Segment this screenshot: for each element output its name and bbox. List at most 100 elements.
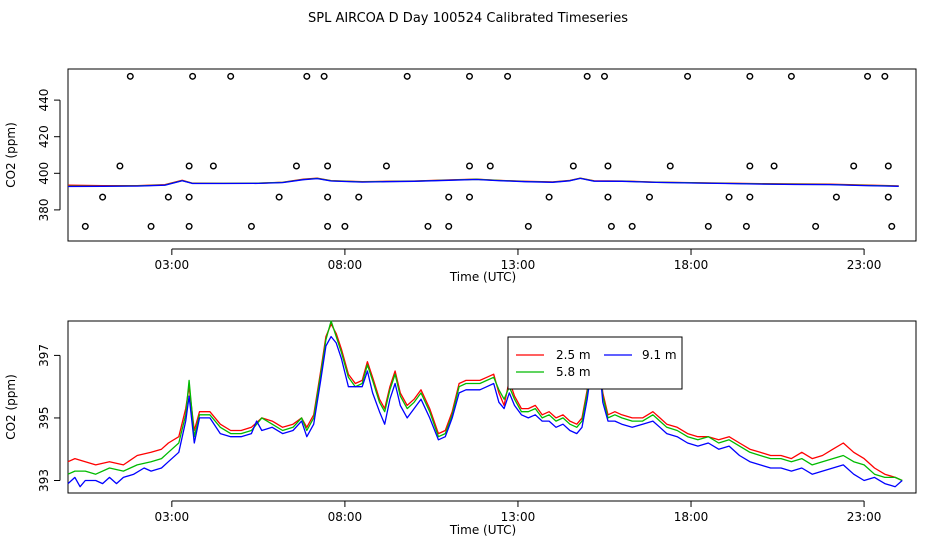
top-level-point — [742, 222, 750, 230]
legend-label-5-8m: 5.8 m — [556, 365, 591, 379]
top-level-point — [725, 193, 733, 201]
top-level-point — [324, 193, 332, 201]
top-level-point — [320, 72, 328, 80]
top-y-tick-label: 400 — [37, 162, 51, 185]
top-level-point — [600, 72, 608, 80]
top-level-point — [486, 162, 494, 170]
top-level-point — [884, 162, 892, 170]
top-level-point — [628, 222, 636, 230]
top-level-point — [99, 193, 107, 201]
top-level-point — [81, 222, 89, 230]
legend-label-2-5m: 2.5 m — [556, 348, 591, 362]
top-y-tick-label: 380 — [37, 198, 51, 221]
top-level-point — [355, 193, 363, 201]
top-level-point — [189, 72, 197, 80]
top-panel: 03:00 08:00 13:00 18:00 23:00 380 400 420 440 Ti… — [4, 68, 917, 284]
top-level-point — [324, 162, 332, 170]
top-level-point — [704, 222, 712, 230]
top-level-point — [303, 72, 311, 80]
top-level-point — [545, 193, 553, 201]
top-level-point — [746, 193, 754, 201]
top-level-point — [116, 162, 124, 170]
bottom-axes: 03:00 08:00 13:00 18:00 23:00 393 395 397 — [37, 344, 881, 524]
top-level-point — [147, 222, 155, 230]
top-level-point — [445, 222, 453, 230]
top-level-point — [569, 162, 577, 170]
top-level-point — [884, 193, 892, 201]
top-level-point — [185, 162, 193, 170]
top-axes: 03:00 08:00 13:00 18:00 23:00 380 400 420 440 — [37, 89, 881, 272]
top-level-point — [126, 72, 134, 80]
top-level-point — [403, 72, 411, 80]
bottom-x-tick-label: 08:00 — [328, 510, 363, 524]
bottom-x-axis-label: Time (UTC) — [449, 523, 516, 537]
top-level-point — [583, 72, 591, 80]
bottom-plot-frame — [67, 320, 917, 494]
bottom-panel: 03:00 08:00 13:00 18:00 23:00 393 395 397 Time … — [4, 320, 917, 537]
top-level-point — [645, 193, 653, 201]
top-series-9-1-m — [67, 177, 899, 188]
top-level-point — [466, 193, 474, 201]
top-level-point — [524, 222, 532, 230]
top-points-group — [81, 72, 896, 230]
top-level-point — [607, 222, 615, 230]
top-level-point — [185, 193, 193, 201]
top-x-tick-label: 13:00 — [501, 258, 536, 272]
top-level-point — [746, 72, 754, 80]
top-level-point — [888, 222, 896, 230]
top-level-point — [666, 162, 674, 170]
top-level-point — [850, 162, 858, 170]
bottom-x-tick-label: 18:00 — [674, 510, 709, 524]
top-level-point — [275, 193, 283, 201]
top-x-tick-label: 18:00 — [674, 258, 709, 272]
top-level-point — [881, 72, 889, 80]
top-level-point — [746, 162, 754, 170]
bottom-y-axis-label: CO2 (ppm) — [4, 374, 18, 440]
legend: 2.5 m 5.8 m 9.1 m — [507, 336, 683, 390]
top-level-point — [812, 222, 820, 230]
top-level-point — [604, 193, 612, 201]
top-x-axis-label: Time (UTC) — [449, 270, 516, 284]
top-level-point — [227, 72, 235, 80]
top-level-point — [504, 72, 512, 80]
top-level-point — [382, 162, 390, 170]
top-level-point — [604, 162, 612, 170]
top-level-point — [787, 72, 795, 80]
top-level-point — [247, 222, 255, 230]
bottom-series-5-8-m — [67, 320, 903, 482]
bottom-series-9-1-m — [67, 335, 903, 488]
top-x-tick-label: 23:00 — [847, 258, 882, 272]
top-level-point — [292, 162, 300, 170]
figure-title: SPL AIRCOA D Day 100524 Calibrated Times… — [308, 11, 628, 26]
top-y-axis-label: CO2 (ppm) — [4, 122, 18, 188]
top-level-point — [324, 222, 332, 230]
bottom-y-tick-label: 393 — [37, 469, 51, 492]
top-series-group — [67, 177, 899, 188]
bottom-y-tick-label: 397 — [37, 344, 51, 367]
top-level-point — [684, 72, 692, 80]
top-y-tick-label: 440 — [37, 89, 51, 112]
top-level-point — [341, 222, 349, 230]
legend-label-9-1m: 9.1 m — [642, 348, 677, 362]
top-level-point — [164, 193, 172, 201]
legend-box — [507, 336, 683, 390]
bottom-x-tick-label: 13:00 — [501, 510, 536, 524]
top-level-point — [864, 72, 872, 80]
bottom-y-tick-label: 395 — [37, 406, 51, 429]
bottom-series-group — [67, 320, 903, 488]
top-level-point — [185, 222, 193, 230]
top-level-point — [466, 162, 474, 170]
top-level-point — [445, 193, 453, 201]
bottom-series-2-5-m — [67, 323, 903, 482]
top-level-point — [466, 72, 474, 80]
bottom-x-tick-label: 23:00 — [847, 510, 882, 524]
top-level-point — [424, 222, 432, 230]
top-plot-frame — [67, 68, 917, 242]
top-y-tick-label: 420 — [37, 125, 51, 148]
top-x-tick-label: 08:00 — [328, 258, 363, 272]
top-level-point — [209, 162, 217, 170]
top-x-tick-label: 03:00 — [155, 258, 190, 272]
bottom-x-tick-label: 03:00 — [155, 510, 190, 524]
top-level-point — [770, 162, 778, 170]
